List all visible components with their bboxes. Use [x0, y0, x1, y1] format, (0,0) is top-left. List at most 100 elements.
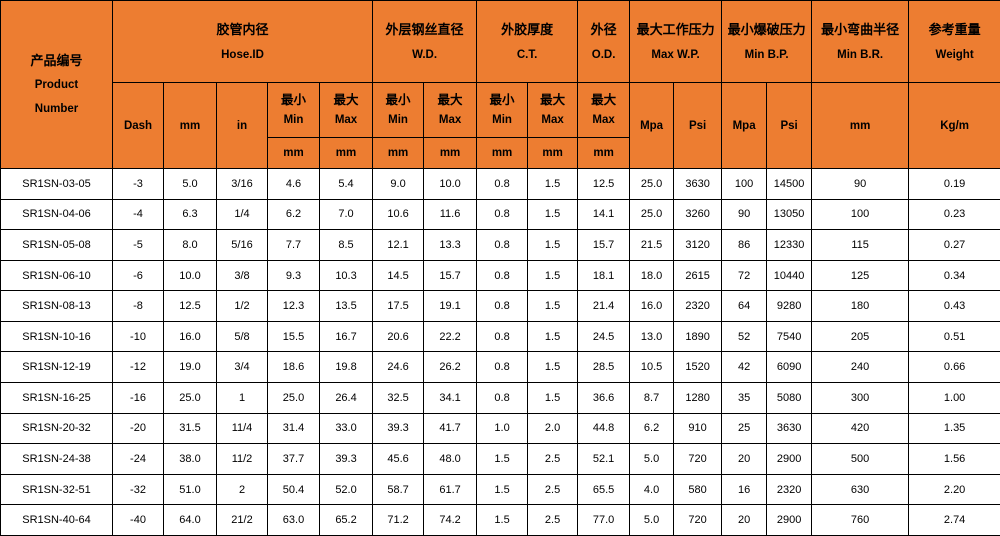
cell-wp-mpa: 25.0: [629, 168, 675, 200]
cell-wd-max-mm: 13.3: [423, 229, 478, 261]
min-burst-pressure-label-en: Min B.P.: [744, 48, 789, 61]
cell-wd-max-mm: 26.2: [423, 351, 478, 384]
outer-diameter-label-en: O.D.: [591, 48, 616, 61]
cell-wp-mpa: 4.0: [629, 473, 675, 506]
cell-wd-max-mm: 19.1: [423, 290, 478, 322]
cell-weight-kg-m: 0.43: [908, 290, 1000, 322]
cell-id-in: 11/4: [216, 412, 268, 445]
cell-id-mm: 38.0: [163, 443, 217, 475]
cell-id-max-mm: 52.0: [318, 473, 374, 506]
cell-dash: -24: [112, 443, 164, 475]
cell-id-in: 11/2: [216, 443, 268, 475]
cell-id-mm: 31.5: [163, 412, 217, 445]
unit-od-max-mm: mm: [577, 137, 631, 169]
spec-table-body: SR1SN-03-05 -3 5.0 3/16 4.6 5.4 9.0 10.0 0.8 1.5 1…: [0, 168, 1000, 536]
cell-id-mm: 16.0: [163, 320, 217, 353]
unit-id-max-mm: mm: [318, 137, 374, 169]
col-header-bp-mpa: Mpa: [721, 82, 768, 169]
cell-wd-max-mm: 74.2: [423, 504, 478, 536]
cell-br-mm: 205: [811, 320, 910, 353]
cell-id-min-mm: 37.7: [267, 443, 320, 475]
cell-wd-min-mm: 71.2: [372, 504, 425, 536]
col-group-max-working-pressure: 最大工作压力 Max W.P.: [629, 0, 723, 83]
cell-id-in: 3/8: [216, 259, 268, 292]
cell-ct-max-mm: 2.5: [527, 443, 579, 475]
cell-od-max-mm: 24.5: [577, 320, 631, 353]
cell-bp-mpa: 42: [721, 351, 768, 384]
cell-weight-kg-m: 0.27: [908, 229, 1000, 261]
table-row: SR1SN-20-32 -20 31.5 11/4 31.4 33.0 39.3 41.7 1.…: [0, 412, 1000, 445]
cell-weight-kg-m: 1.35: [908, 412, 1000, 445]
cell-id-max-mm: 65.2: [318, 504, 374, 536]
cell-bp-mpa: 20: [721, 443, 768, 475]
cell-bp-psi: 13050: [766, 198, 813, 231]
cell-product-number: SR1SN-24-38: [0, 443, 113, 475]
cell-id-mm: 19.0: [163, 351, 217, 384]
cell-id-mm: 5.0: [163, 168, 217, 200]
col-header-br-mm: mm: [811, 82, 910, 169]
cell-od-max-mm: 12.5: [577, 168, 631, 200]
cell-ct-max-mm: 2.5: [527, 504, 579, 536]
cell-br-mm: 240: [811, 351, 910, 384]
cell-weight-kg-m: 0.51: [908, 320, 1000, 353]
cell-weight-kg-m: 0.34: [908, 259, 1000, 292]
product-number-label-en2: Number: [34, 103, 79, 115]
max-label-en: Max: [592, 114, 615, 126]
cell-dash: -3: [112, 168, 164, 200]
cell-wp-mpa: 8.7: [629, 382, 675, 414]
cell-br-mm: 125: [811, 259, 910, 292]
cell-id-max-mm: 10.3: [318, 259, 374, 292]
cell-wd-min-mm: 9.0: [372, 168, 425, 200]
min-label-en: Min: [283, 114, 304, 126]
cell-bp-psi: 12330: [766, 229, 813, 261]
cell-id-max-mm: 26.4: [318, 382, 374, 414]
cell-id-max-mm: 7.0: [318, 198, 374, 231]
cell-bp-mpa: 20: [721, 504, 768, 536]
cell-id-min-mm: 25.0: [267, 382, 320, 414]
cell-wd-min-mm: 17.5: [372, 290, 425, 322]
cell-od-max-mm: 18.1: [577, 259, 631, 292]
product-number-label-zh: 产品编号: [30, 53, 83, 68]
cell-weight-kg-m: 2.20: [908, 473, 1000, 506]
cell-od-max-mm: 14.1: [577, 198, 631, 231]
cell-wd-min-mm: 39.3: [372, 412, 425, 445]
cell-product-number: SR1SN-08-13: [0, 290, 113, 322]
cell-id-mm: 12.5: [163, 290, 217, 322]
cell-id-min-mm: 31.4: [267, 412, 320, 445]
cell-wp-mpa: 13.0: [629, 320, 675, 353]
cell-id-max-mm: 13.5: [318, 290, 374, 322]
cell-ct-max-mm: 1.5: [527, 351, 579, 384]
cell-wd-min-mm: 45.6: [372, 443, 425, 475]
cell-id-mm: 10.0: [163, 259, 217, 292]
cell-wp-mpa: 25.0: [629, 198, 675, 231]
cell-product-number: SR1SN-04-06: [0, 198, 113, 231]
cell-id-in: 5/16: [216, 229, 268, 261]
cell-wd-min-mm: 10.6: [372, 198, 425, 231]
table-row: SR1SN-24-38 -24 38.0 11/2 37.7 39.3 45.6 48.0 1.…: [0, 443, 1000, 475]
hose-id-label-en: Hose.ID: [221, 48, 264, 61]
cell-wp-psi: 580: [673, 473, 723, 506]
cell-bp-mpa: 64: [721, 290, 768, 322]
cell-bp-mpa: 16: [721, 473, 768, 506]
wire-diameter-label-zh: 外层钢丝直径: [385, 21, 464, 37]
col-group-hose-id: 胶管内径 Hose.ID: [111, 0, 374, 83]
cell-bp-psi: 2900: [766, 443, 813, 475]
min-bend-radius-label-zh: 最小弯曲半径: [821, 21, 900, 37]
cell-od-max-mm: 36.6: [577, 382, 631, 414]
cell-wd-max-mm: 15.7: [423, 259, 478, 292]
cell-weight-kg-m: 2.74: [908, 504, 1000, 536]
cell-wd-min-mm: 14.5: [372, 259, 425, 292]
table-row: SR1SN-04-06 -4 6.3 1/4 6.2 7.0 10.6 11.6 0.8 1.5 1…: [0, 198, 1000, 231]
table-row: SR1SN-40-64 -40 64.0 21/2 63.0 65.2 71.2 74.2 1.…: [0, 504, 1000, 536]
min-bend-radius-label-en: Min B.R.: [837, 48, 884, 61]
cell-wp-psi: 720: [673, 504, 723, 536]
cell-id-in: 3/16: [216, 168, 268, 200]
cell-id-max-mm: 33.0: [318, 412, 374, 445]
unit-wd-min-mm: mm: [372, 137, 425, 169]
cell-id-min-mm: 6.2: [267, 198, 320, 231]
hose-id-label-zh: 胶管内径: [216, 21, 269, 37]
cell-ct-min-mm: 1.5: [476, 504, 529, 536]
cell-ct-min-mm: 0.8: [476, 382, 529, 414]
cell-br-mm: 760: [811, 504, 910, 536]
cell-id-in: 5/8: [216, 320, 268, 353]
